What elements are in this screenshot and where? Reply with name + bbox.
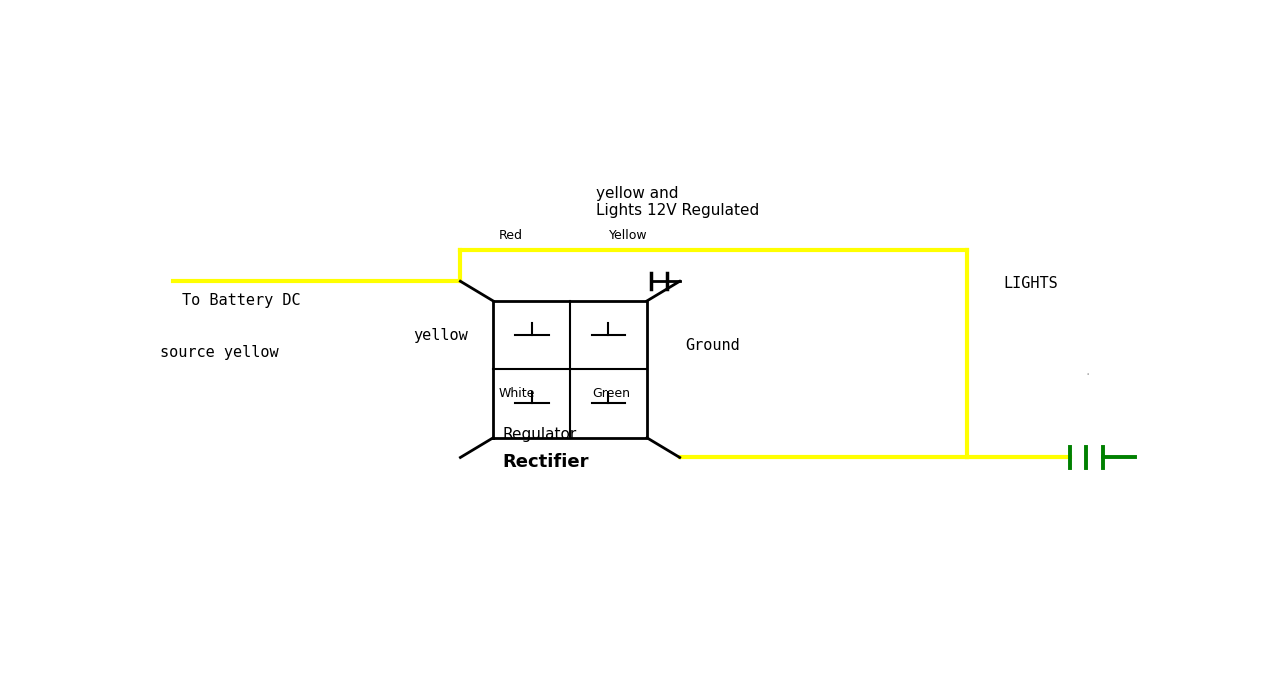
Text: LIGHTS: LIGHTS bbox=[1003, 276, 1058, 291]
Text: To Battery DC: To Battery DC bbox=[182, 293, 301, 308]
Text: yellow: yellow bbox=[412, 328, 468, 343]
Text: .: . bbox=[1085, 364, 1089, 378]
Text: Regulator: Regulator bbox=[502, 427, 576, 442]
Text: White: White bbox=[498, 386, 534, 400]
Text: Rectifier: Rectifier bbox=[502, 453, 589, 471]
Text: Green: Green bbox=[592, 386, 630, 400]
Text: source yellow: source yellow bbox=[160, 345, 279, 360]
Text: Red: Red bbox=[498, 229, 523, 243]
Text: Yellow: Yellow bbox=[608, 229, 647, 243]
Text: yellow and
Lights 12V Regulated: yellow and Lights 12V Regulated bbox=[596, 185, 758, 218]
Text: Ground: Ground bbox=[685, 338, 740, 353]
